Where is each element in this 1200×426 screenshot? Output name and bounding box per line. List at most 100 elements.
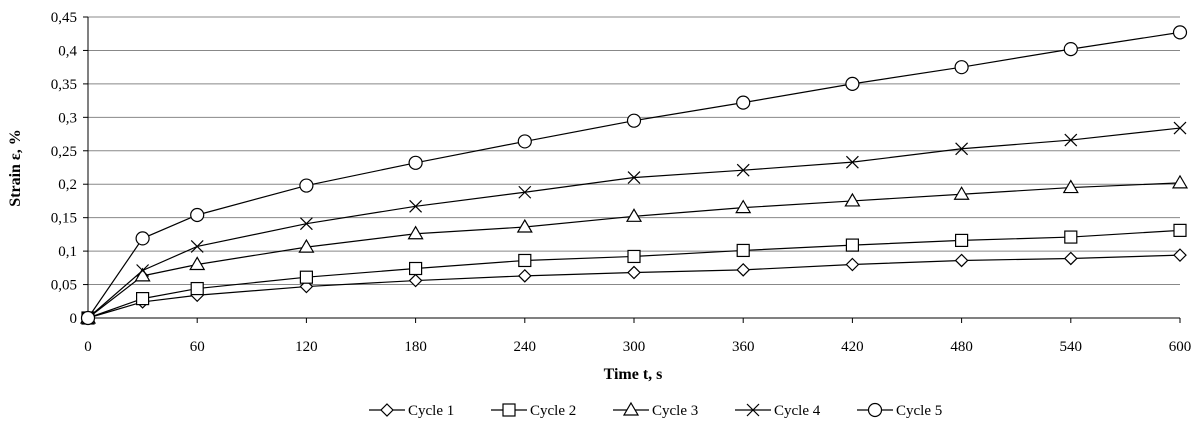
- x-tick-label: 540: [1060, 339, 1083, 355]
- marker-x-stroke: [627, 171, 641, 184]
- marker-x-stroke: [845, 155, 859, 169]
- marker-triangle: [622, 401, 640, 416]
- marker-square: [299, 270, 313, 284]
- marker-diamond: [1063, 251, 1078, 266]
- marker-x: [955, 142, 969, 156]
- y-tick-label: 0,25: [51, 144, 77, 160]
- y-tick-label: 0,4: [58, 43, 77, 59]
- marker-square: [518, 253, 532, 268]
- marker-diamond: [380, 403, 394, 417]
- marker-circle: [954, 60, 969, 75]
- marker-triangle: [298, 238, 315, 253]
- marker-square: [1064, 230, 1078, 244]
- marker-triangle: [735, 199, 752, 214]
- marker-triangle: [516, 218, 533, 233]
- marker-square: [845, 238, 860, 252]
- x-tick-label: 120: [295, 339, 318, 355]
- marker-triangle: [1062, 179, 1079, 194]
- marker-x: [1064, 133, 1078, 147]
- marker-circle: [80, 310, 96, 326]
- legend-label: Cycle 5: [896, 403, 942, 419]
- marker-circle: [867, 402, 883, 418]
- series-line: [87, 31, 1181, 319]
- marker-x: [736, 163, 750, 177]
- y-tick-label: 0,3: [58, 110, 77, 126]
- x-tick-label: 480: [950, 339, 973, 355]
- marker-diamond: [517, 269, 532, 283]
- marker-x-stroke: [736, 163, 750, 177]
- legend-label: Cycle 3: [652, 403, 698, 419]
- x-tick-label: 240: [514, 339, 537, 355]
- marker-diamond: [1173, 248, 1187, 262]
- marker-circle: [408, 155, 423, 170]
- x-tick-label: 0: [84, 339, 92, 355]
- series-layer: [79, 25, 1189, 326]
- legend-item-2: Cycle 2: [491, 403, 576, 419]
- marker-circle: [1172, 25, 1188, 40]
- series-line: [87, 229, 1181, 319]
- marker-square: [736, 243, 750, 258]
- marker-x-stroke: [1064, 133, 1078, 147]
- y-tick-label: 0,35: [51, 77, 77, 93]
- legend-label: Cycle 2: [530, 403, 576, 419]
- marker-x: [190, 240, 204, 253]
- marker-diamond: [627, 265, 641, 280]
- y-axis-title: Strain ε, %: [7, 129, 24, 207]
- marker-square: [1173, 223, 1187, 237]
- marker-x: [518, 185, 532, 199]
- marker-circle: [626, 113, 642, 128]
- y-tick-label: 0: [70, 311, 78, 327]
- x-tick-label: 600: [1169, 339, 1192, 355]
- marker-x: [845, 155, 859, 169]
- series-5: [80, 25, 1188, 326]
- legend-label: Cycle 1: [408, 403, 454, 419]
- marker-triangle: [625, 208, 643, 222]
- y-tick-label: 0,05: [51, 278, 77, 294]
- series-3: [79, 174, 1189, 324]
- marker-diamond: [736, 262, 751, 277]
- marker-diamond: [408, 273, 423, 288]
- marker-diamond: [845, 257, 860, 272]
- legend-item-3: Cycle 3: [613, 401, 698, 419]
- marker-square: [502, 403, 516, 417]
- legend-item-4: Cycle 4: [735, 403, 821, 419]
- marker-circle: [736, 95, 751, 110]
- marker-x-stroke: [1173, 121, 1187, 135]
- marker-square: [136, 292, 150, 306]
- marker-square: [954, 233, 969, 248]
- marker-x-stroke: [518, 185, 532, 199]
- marker-triangle: [844, 192, 861, 207]
- axes-layer: 0 0,05 0,1 0,15 0,2 0,25 0,3 0,35 0,4 0,45 0 60 120 1…: [51, 10, 1192, 355]
- marker-x-stroke: [190, 240, 204, 253]
- legend-item-5: Cycle 5: [857, 402, 942, 419]
- marker-x-stroke: [409, 199, 423, 213]
- marker-triangle: [189, 256, 206, 271]
- marker-x: [627, 171, 641, 184]
- marker-x: [409, 199, 423, 213]
- marker-square: [627, 249, 641, 264]
- marker-x-stroke: [955, 142, 969, 156]
- marker-square: [190, 281, 204, 296]
- x-tick-label: 420: [841, 339, 864, 355]
- x-tick-label: 360: [732, 339, 755, 355]
- marker-circle: [1063, 42, 1078, 57]
- legend-label: Cycle 4: [774, 403, 821, 419]
- x-tick-label: 60: [190, 339, 205, 355]
- series-line: [87, 254, 1181, 319]
- marker-circle: [299, 178, 314, 193]
- marker-diamond: [954, 253, 969, 268]
- marker-square: [409, 261, 423, 276]
- marker-x: [746, 403, 760, 417]
- marker-x: [299, 217, 313, 231]
- marker-circle: [190, 207, 205, 223]
- marker-triangle: [1171, 174, 1189, 189]
- x-tick-label: 300: [623, 339, 646, 355]
- x-axis-title: Time t, s: [604, 366, 663, 383]
- y-tick-label: 0,15: [51, 211, 77, 227]
- y-tick-label: 0,2: [58, 177, 77, 193]
- marker-x: [1173, 121, 1187, 135]
- legend-item-1: Cycle 1: [369, 403, 454, 419]
- marker-x-stroke: [746, 403, 760, 417]
- marker-triangle: [953, 186, 970, 200]
